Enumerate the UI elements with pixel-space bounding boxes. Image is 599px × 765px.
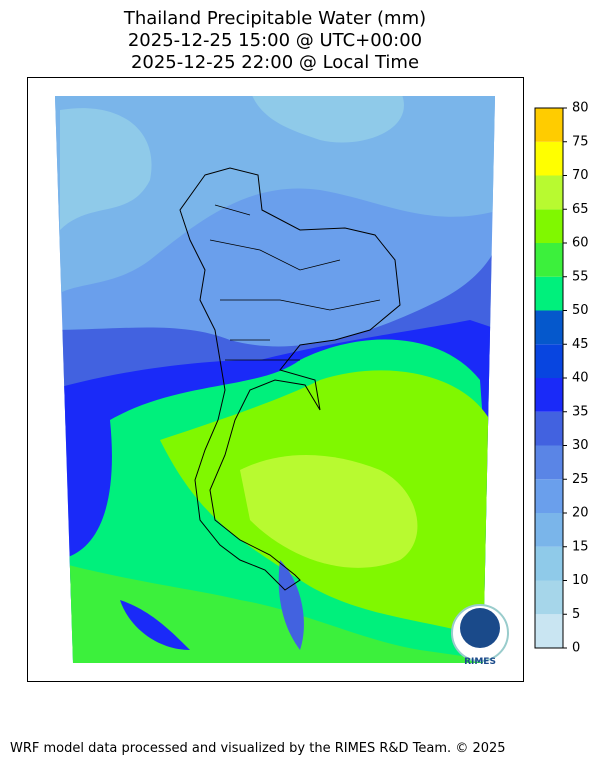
colorbar-tick-label: 50 (572, 303, 589, 318)
colorbar-segment (535, 175, 563, 210)
colorbar-segment (535, 243, 563, 277)
colorbar-tick-label: 65 (572, 202, 589, 217)
colorbar-tick-label: 55 (572, 269, 589, 284)
colorbar-tick-label: 30 (572, 438, 589, 453)
colorbar-segment (535, 344, 563, 378)
colorbar-tick-label: 60 (572, 236, 589, 251)
colorbar-tick-label: 5 (572, 607, 580, 622)
logo: RIMES (451, 604, 509, 667)
colorbar-tick-label: 0 (572, 641, 580, 656)
colorbar: 0 5 10 15 20 25 30 35 40 45 50 55 60 65 70 75 80 (534, 101, 589, 656)
colorbar-tick-label: 20 (572, 506, 589, 521)
colorbar-segment (535, 513, 563, 547)
logo-disc (460, 608, 500, 648)
title-line: 2025-12-25 15:00 @ UTC+00:00 (128, 30, 422, 51)
colorbar-segment (535, 209, 563, 243)
colorbar-tick-label: 40 (572, 371, 589, 386)
colorbar-tick-label: 25 (572, 472, 589, 487)
colorbar-segment (535, 378, 563, 412)
colorbar-tick-label: 70 (572, 168, 589, 183)
colorbar-segment (535, 580, 563, 615)
title-line: Thailand Precipitable Water (mm) (123, 8, 426, 29)
colorbar-segment (535, 546, 563, 581)
colorbar-tick-label: 15 (572, 539, 589, 554)
logo-text: RIMES (464, 657, 496, 667)
colorbar-tick-label: 80 (572, 101, 589, 116)
colorbar-tick-label: 10 (572, 573, 589, 588)
title-line: 2025-12-25 22:00 @ Local Time (131, 52, 419, 73)
colorbar-segment (535, 411, 563, 446)
footer: WRF model data processed and visualized … (10, 741, 506, 756)
colorbar-segment (535, 614, 563, 648)
colorbar-segment (535, 310, 563, 345)
colorbar-tick-label: 35 (572, 404, 589, 419)
colorbar-segment (535, 108, 563, 142)
country-outline (179, 167, 401, 591)
colorbar-segment (535, 276, 563, 311)
colorbar-tick-label: 75 (572, 134, 589, 149)
colorbar-segment (535, 445, 563, 480)
colorbar-segment (535, 479, 563, 513)
colorbar-tick-label: 45 (572, 337, 589, 352)
province-borders (209, 204, 381, 361)
colorbar-segment (535, 141, 563, 176)
map-field (55, 96, 495, 663)
